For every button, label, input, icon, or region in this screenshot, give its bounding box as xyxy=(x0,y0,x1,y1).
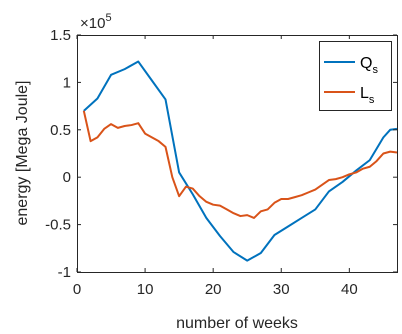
y-ticks: -1 -0.5 0 0.5 1 1.5 xyxy=(45,27,397,281)
y-tick-label: 1.5 xyxy=(50,27,71,44)
x-tick-label: 40 xyxy=(341,281,358,298)
x-tick-label: 10 xyxy=(137,281,154,298)
y-axis-label: energy [Mega Joule] xyxy=(14,81,31,226)
y-tick-label: 1 xyxy=(63,74,71,91)
y-exponent: ×105 xyxy=(80,12,112,32)
x-tick-label: 30 xyxy=(273,281,290,298)
legend-label-ls: Ls xyxy=(360,85,375,106)
x-axis-label: number of weeks xyxy=(176,315,298,332)
series-lines xyxy=(82,60,398,262)
y-tick-label: 0.5 xyxy=(50,122,71,139)
x-tick-label: 20 xyxy=(205,281,222,298)
y-tick-label: -1 xyxy=(58,264,71,281)
legend-box xyxy=(319,41,392,111)
y-exponent-power: 5 xyxy=(105,12,111,24)
x-ticks: 0 10 20 30 40 xyxy=(73,35,358,298)
x-tick-label: 0 xyxy=(73,281,81,298)
y-tick-label: -0.5 xyxy=(45,217,71,234)
y-tick-label: 0 xyxy=(63,169,71,186)
y-exponent-base: ×10 xyxy=(80,15,105,32)
series-line-qs xyxy=(83,60,398,262)
legend: Qs Ls xyxy=(319,41,392,111)
legend-label-qs: Qs xyxy=(360,55,378,76)
axes-box xyxy=(77,35,398,273)
series-line-ls xyxy=(82,110,398,219)
